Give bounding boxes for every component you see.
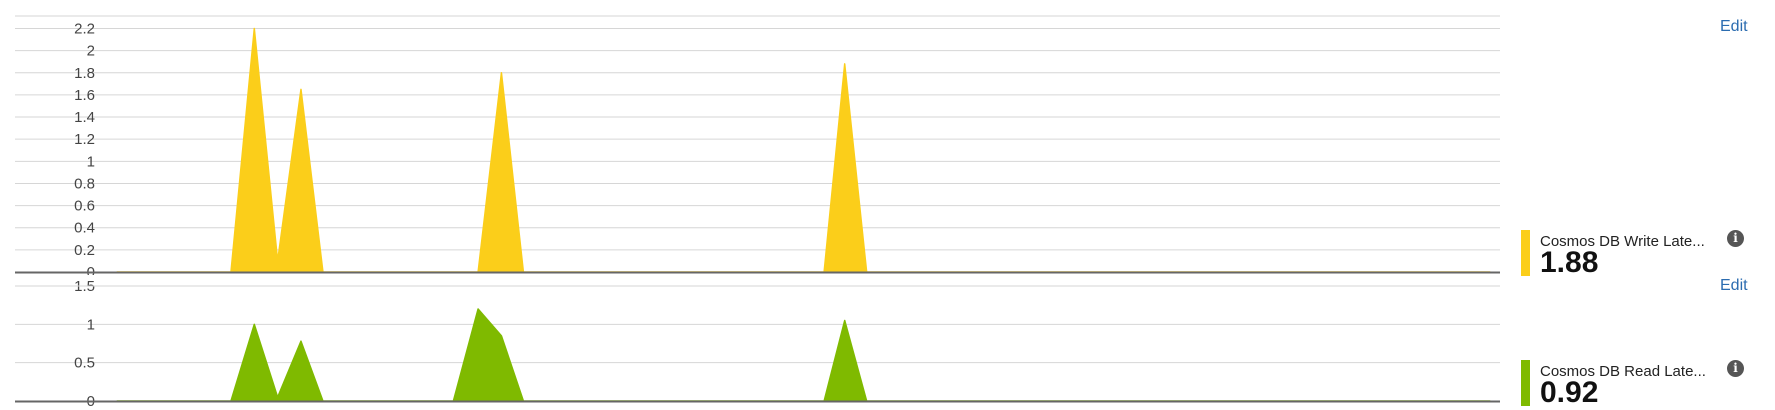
edit-link[interactable]: Edit [1720, 277, 1748, 294]
y-tick-label: 0.2 [74, 242, 95, 259]
y-tick-label: 1.4 [74, 109, 95, 126]
y-tick-label: 0.5 [74, 355, 95, 372]
y-tick-label: 0.4 [74, 220, 95, 237]
y-tick-label: 2.2 [74, 21, 95, 38]
legend-swatch [1521, 360, 1530, 406]
y-tick-label: 2 [87, 43, 95, 60]
y-tick-label: 1 [87, 153, 95, 170]
y-tick-label: 1 [87, 316, 95, 333]
read-latency-panel: 0 0.5 1 1.5 Edit Cosmos DB Read Late... i 0… [0, 275, 1775, 409]
y-tick-label: 0.6 [74, 198, 95, 215]
legend-series-value: 0.92 [1540, 376, 1599, 409]
y-tick-label: 1.2 [74, 131, 95, 148]
legend-item-write-latency[interactable]: Cosmos DB Write Late... i 1.88 [1521, 230, 1761, 280]
y-tick-label: 0 [87, 393, 95, 406]
legend-series-value: 1.88 [1540, 246, 1599, 279]
info-icon[interactable]: i [1727, 230, 1744, 247]
y-tick-label: 1.6 [74, 87, 95, 104]
y-tick-label: 1.8 [74, 65, 95, 82]
y-tick-label: 0.8 [74, 175, 95, 192]
legend-series-name: Cosmos DB Write Late... [1540, 233, 1705, 250]
info-icon[interactable]: i [1727, 360, 1744, 377]
series-area [116, 27, 1491, 273]
legend-item-read-latency[interactable]: Cosmos DB Read Late... i 0.92 [1521, 360, 1761, 410]
write-latency-panel: 0 0.2 0.4 0.6 0.8 1 1.2 1.4 1.6 1.8 2 2.2 Edit Cosm… [15, 15, 1748, 279]
read-latency-chart: 00.511.5 [15, 278, 1500, 406]
write-latency-chart: 0 0.2 0.4 0.6 0.8 1 1.2 1.4 1.6 1.8 2 2.2 [15, 15, 1500, 275]
edit-link[interactable]: Edit [1720, 18, 1748, 35]
y-tick-label: 0 [87, 264, 95, 275]
legend-series-name: Cosmos DB Read Late... [1540, 363, 1706, 380]
legend-swatch [1521, 230, 1530, 276]
series-area [116, 308, 1491, 402]
